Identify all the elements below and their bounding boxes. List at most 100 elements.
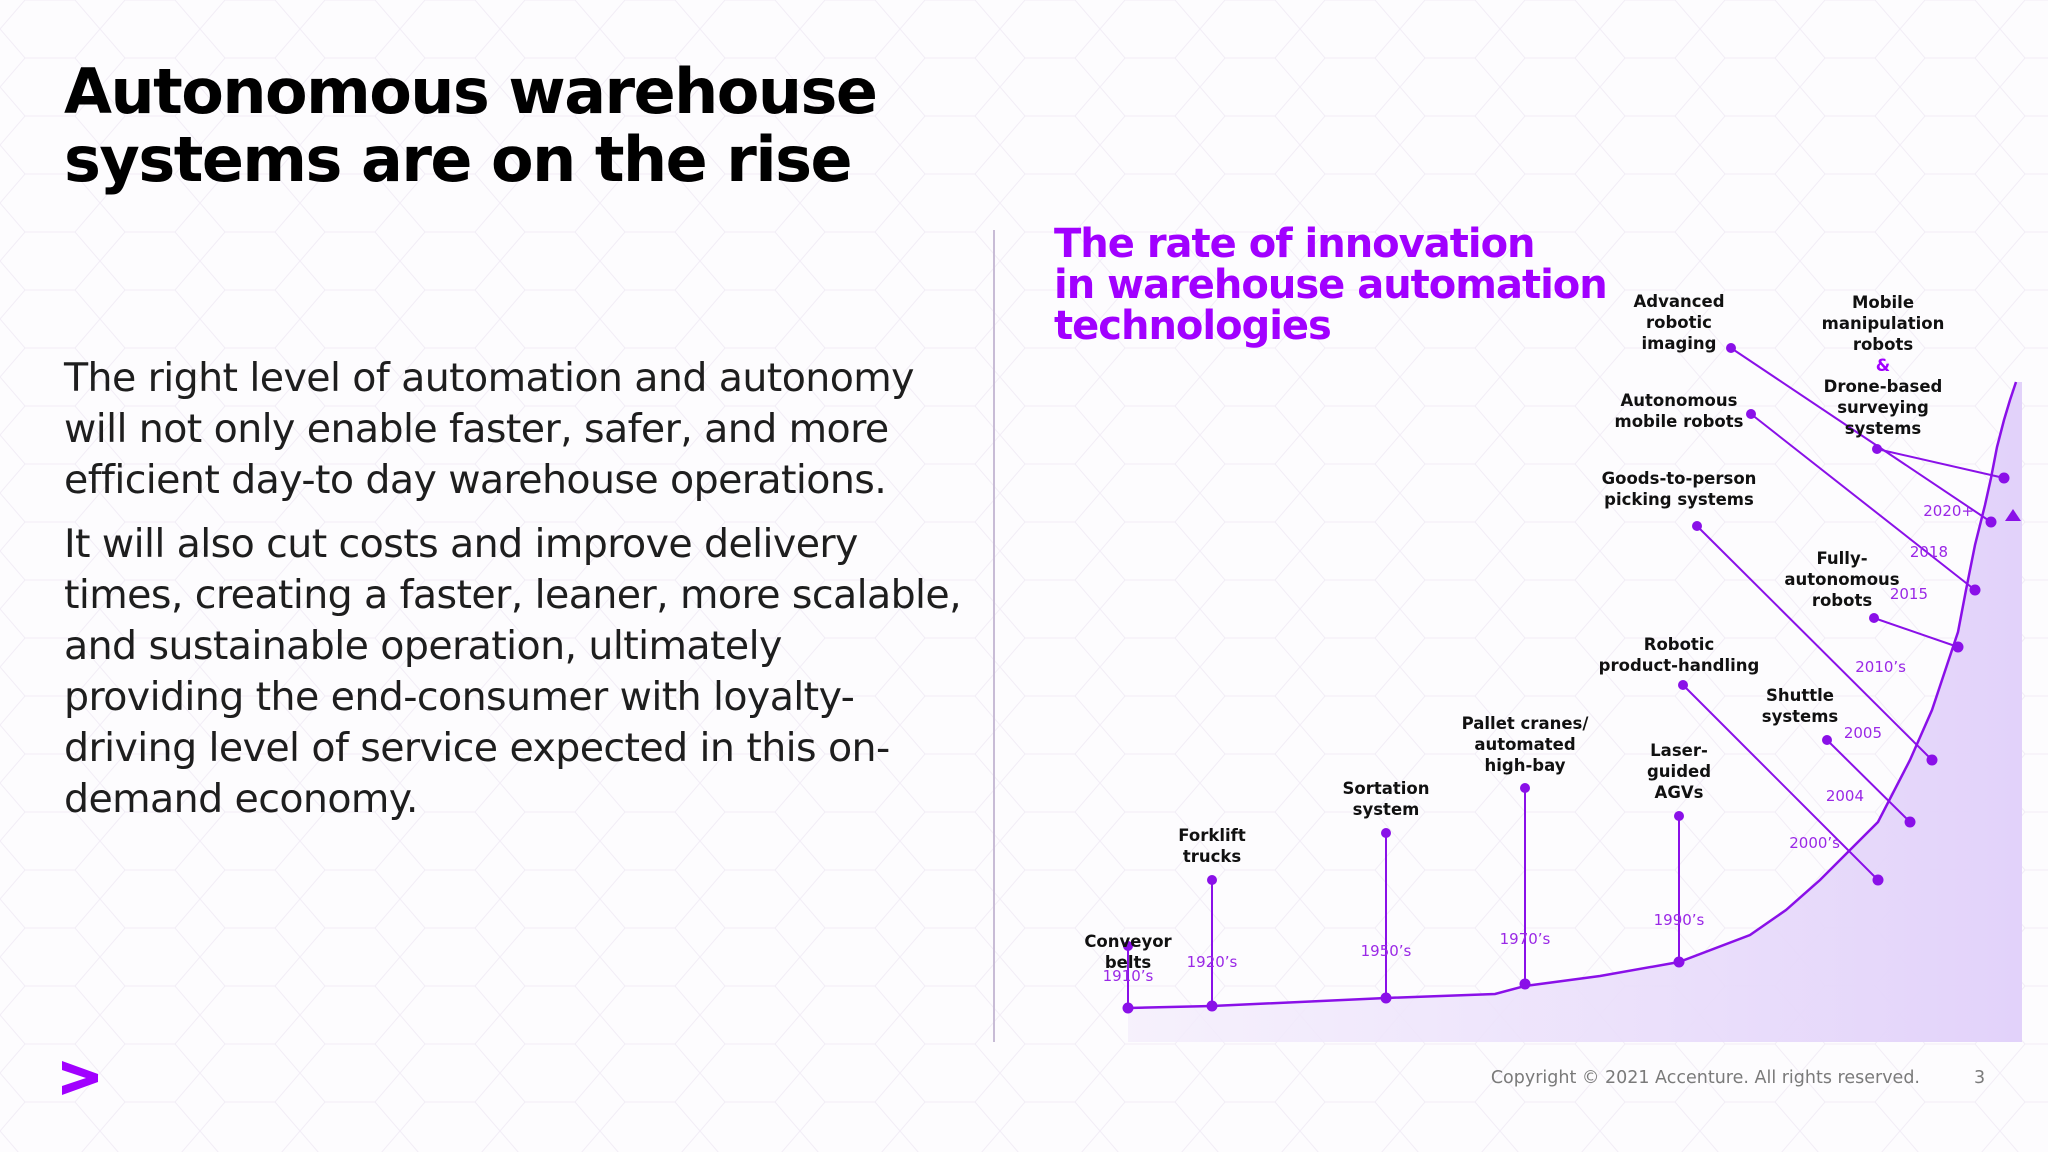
curve-arrowhead bbox=[2005, 509, 2021, 521]
milestone-11: 2020+ Mobile manipulation robots & Drone-base… bbox=[1822, 293, 2010, 520]
milestone-label-dot bbox=[1674, 811, 1684, 821]
milestone-label: Forklift trucks bbox=[1178, 826, 1246, 866]
milestone-year-label: 1920’s bbox=[1187, 953, 1238, 971]
milestone-curve-point bbox=[1998, 472, 2010, 484]
milestone-curve-point bbox=[1673, 956, 1685, 968]
milestone-label-line: Mobile bbox=[1852, 293, 1914, 312]
milestone-label-dot bbox=[1822, 735, 1832, 745]
milestone-label: Advanced robotic imaging bbox=[1634, 292, 1725, 353]
milestone-label-line: product-handling bbox=[1599, 656, 1760, 675]
milestone-label: Goods-to-person picking systems bbox=[1602, 469, 1757, 509]
curve-area-fill bbox=[1128, 382, 2022, 1042]
milestone-curve-point bbox=[1969, 584, 1981, 596]
milestone-label-dot bbox=[1692, 521, 1702, 531]
milestone-label-line: belts bbox=[1105, 953, 1152, 972]
milestone-label-line: Pallet cranes/ bbox=[1462, 714, 1590, 733]
milestone-10: 2018 Advanced robotic imaging bbox=[1634, 292, 1997, 561]
milestone-year-label: 2000’s bbox=[1789, 834, 1840, 852]
milestone-connector bbox=[1826, 739, 1911, 823]
vertical-divider bbox=[993, 230, 995, 1042]
milestone-label-dot bbox=[1207, 875, 1217, 885]
milestone-curve-point bbox=[1872, 874, 1884, 886]
milestone-label-line: Laser- bbox=[1650, 741, 1708, 760]
milestone-curve-point bbox=[1122, 1002, 1134, 1014]
body-text: The right level of automation and autono… bbox=[64, 353, 984, 838]
title-line: Autonomous warehouse bbox=[64, 55, 878, 128]
milestone-label: Pallet cranes/automated high-bay bbox=[1462, 714, 1590, 775]
milestone-label-line: systems bbox=[1845, 419, 1922, 438]
chart-title-line: technologies bbox=[1054, 303, 1332, 349]
milestone-label-line: & bbox=[1876, 356, 1890, 375]
milestone-connector bbox=[1750, 413, 1976, 591]
paragraph-line: The right level of automation and autono… bbox=[64, 355, 915, 401]
milestone-label: Conveyor belts bbox=[1084, 932, 1172, 972]
milestone-year-label: 1950’s bbox=[1361, 942, 1412, 960]
milestone-label-line: Autonomous bbox=[1621, 391, 1738, 410]
milestone-2: 1950’s Sortation system bbox=[1342, 779, 1430, 1004]
milestone-label-line: automated bbox=[1474, 735, 1575, 754]
milestone-connector bbox=[1696, 525, 1933, 761]
milestone-year-label: 2004 bbox=[1826, 787, 1864, 805]
paragraph-line: demand economy. bbox=[64, 776, 418, 822]
milestone-year-label: 1990’s bbox=[1654, 911, 1705, 929]
milestone-label: Laser-guided AGVs bbox=[1647, 741, 1711, 802]
milestone-curve-point bbox=[1519, 978, 1531, 990]
milestone-label-dot bbox=[1520, 783, 1530, 793]
milestone-curve-point bbox=[1380, 992, 1392, 1004]
milestone-curve-point bbox=[1952, 641, 1964, 653]
milestone-year-label: 1910’s bbox=[1103, 967, 1154, 985]
milestone-label-line: Advanced bbox=[1634, 292, 1725, 311]
milestone-label-line: autonomous bbox=[1784, 570, 1899, 589]
milestone-connector bbox=[1876, 448, 2005, 479]
milestone-label-line: systems bbox=[1762, 707, 1839, 726]
milestone-connector bbox=[1873, 617, 1959, 648]
milestone-label-line: Drone-based bbox=[1824, 377, 1943, 396]
milestone-label-dot bbox=[1869, 613, 1879, 623]
milestone-label: Shuttle systems bbox=[1762, 686, 1839, 726]
milestone-8: 2010’s Fully-autonomous robots bbox=[1784, 549, 1964, 676]
title-line: systems are on the rise bbox=[64, 123, 853, 196]
paragraph-2: It will also cut costs and improve deliv… bbox=[64, 519, 984, 825]
milestone-3: 1970’s Pallet cranes/automated high-bay bbox=[1462, 714, 1590, 990]
milestone-label: Fully-autonomous robots bbox=[1784, 549, 1899, 610]
accenture-chevron-icon bbox=[62, 1061, 98, 1095]
milestone-label-line: Goods-to-person bbox=[1602, 469, 1757, 488]
paragraph-line: driving level of service expected in thi… bbox=[64, 725, 890, 771]
milestone-year-label: 2010’s bbox=[1855, 658, 1906, 676]
milestone-label-line: robotic bbox=[1646, 313, 1712, 332]
milestone-curve-point bbox=[1985, 516, 1997, 528]
milestone-label-line: Fully- bbox=[1816, 549, 1867, 568]
milestone-5: 2000’s Robotic product-handling bbox=[1599, 635, 1884, 886]
milestone-9: 2015 Autonomous mobile robots bbox=[1615, 391, 1981, 603]
chart-title: The rate of innovation in warehouse auto… bbox=[1054, 224, 1614, 347]
milestone-label-line: trucks bbox=[1183, 847, 1242, 866]
milestone-label-line: robots bbox=[1812, 591, 1873, 610]
milestone-year-label: 2015 bbox=[1890, 585, 1928, 603]
milestone-label-line: Shuttle bbox=[1766, 686, 1834, 705]
milestone-label-line: manipulation bbox=[1822, 314, 1945, 333]
milestone-label-line: imaging bbox=[1641, 334, 1716, 353]
paragraph-1: The right level of automation and autono… bbox=[64, 353, 984, 506]
milestone-year-label: 2005 bbox=[1844, 724, 1882, 742]
chart-title-line: The rate of innovation bbox=[1054, 221, 1536, 267]
milestone-label-dot bbox=[1726, 343, 1736, 353]
milestone-curve-point bbox=[1206, 1000, 1218, 1012]
paragraph-line: It will also cut costs and improve deliv… bbox=[64, 521, 858, 567]
milestone-label-line: surveying bbox=[1837, 398, 1929, 417]
milestone-label: Robotic product-handling bbox=[1599, 635, 1760, 675]
innovation-curve-line bbox=[1127, 381, 2018, 1010]
milestone-label-dot bbox=[1678, 680, 1688, 690]
milestone-label-line: system bbox=[1353, 800, 1420, 819]
page-title: Autonomous warehouse systems are on the … bbox=[64, 58, 964, 194]
paragraph-line: times, creating a faster, leaner, more s… bbox=[64, 572, 962, 618]
milestone-7: 2005 Goods-to-person picking systems bbox=[1602, 469, 1938, 766]
milestone-1: 1920’s Forklift trucks bbox=[1178, 826, 1246, 1012]
milestone-label-dot bbox=[1872, 444, 1882, 454]
milestone-label: Mobile manipulation robots & Drone-based surv… bbox=[1822, 293, 1945, 438]
milestone-4: 1990’s Laser-guided AGVs bbox=[1647, 741, 1711, 968]
milestone-0: 1910’s Conveyor belts bbox=[1084, 932, 1173, 1014]
paragraph-line: providing the end-consumer with loyalty- bbox=[64, 674, 855, 720]
milestone-label-line: mobile robots bbox=[1615, 412, 1744, 431]
milestone-year-label: 1970’s bbox=[1500, 930, 1551, 948]
